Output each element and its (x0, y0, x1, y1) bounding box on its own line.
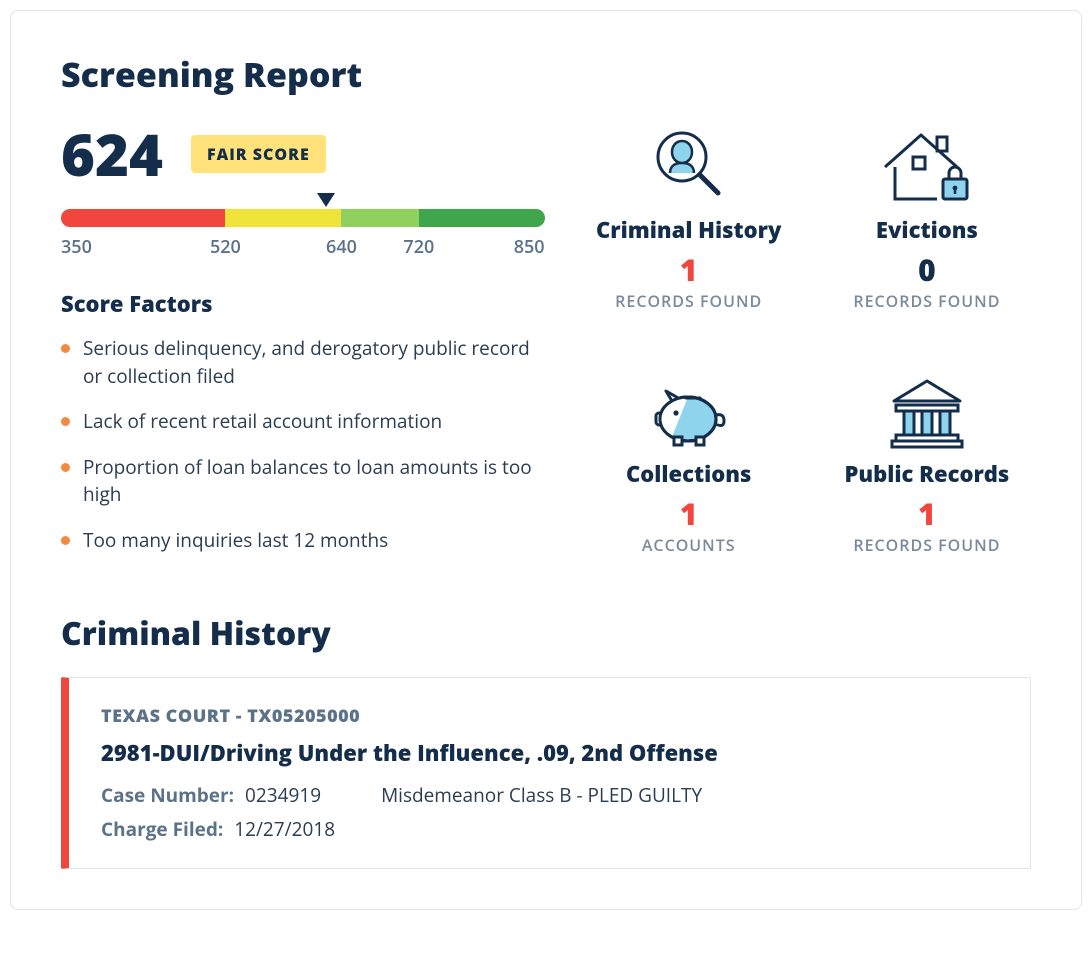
tile-count: 1 (823, 493, 1031, 534)
record-row-2: Charge Filed: 12/27/2018 (101, 816, 998, 842)
score-scale-tick: 720 (399, 235, 439, 259)
score-scale-tick: 850 (505, 235, 545, 259)
top-row: 624 FAIR SCORE 350 520 640 720 850 Score Fac… (61, 125, 1031, 572)
charge-filed-label: Charge Filed: (101, 816, 223, 842)
score-factor-item: Lack of recent retail account informatio… (61, 408, 545, 436)
score-factors-list: Serious delinquency, and derogatory publ… (61, 335, 545, 554)
tile-count: 1 (585, 249, 793, 290)
score-column: 624 FAIR SCORE 350 520 640 720 850 Score Fac… (61, 125, 545, 572)
record-offense: 2981-DUI/Driving Under the Influence, .0… (101, 738, 998, 768)
piggy-bank-icon (585, 369, 793, 449)
score-factor-item: Proportion of loan balances to loan amou… (61, 454, 545, 509)
score-factor-item: Too many inquiries last 12 months (61, 527, 545, 555)
score-value: 624 (61, 125, 163, 183)
tile-evictions: Evictions 0 RECORDS FOUND (823, 125, 1031, 329)
tile-sub: ACCOUNTS (585, 534, 793, 556)
record-classification: Misdemeanor Class B - PLED GUILTY (381, 782, 702, 808)
record-court: TEXAS COURT - TX05205000 (101, 704, 998, 728)
score-scale: 350 520 640 720 850 (61, 193, 545, 259)
tile-public-records: Public Records 1 RECORDS FOUND (823, 369, 1031, 573)
page-title: Screening Report (61, 51, 1031, 97)
score-scale-tick: 520 (205, 235, 245, 259)
score-scale-segment (419, 209, 545, 227)
criminal-record-card: TEXAS COURT - TX05205000 2981-DUI/Drivin… (61, 677, 1031, 869)
tile-criminal-history: Criminal History 1 RECORDS FOUND (585, 125, 793, 329)
score-scale-segment (61, 209, 225, 227)
score-factor-item: Serious delinquency, and derogatory publ… (61, 335, 545, 390)
score-header: 624 FAIR SCORE (61, 125, 545, 183)
record-row-1: Case Number: 0234919 Misdemeanor Class B… (101, 782, 998, 808)
score-scale-bar (61, 209, 545, 227)
tile-count: 1 (585, 493, 793, 534)
house-lock-icon (823, 125, 1031, 205)
score-factors-title: Score Factors (61, 289, 545, 319)
score-scale-labels: 350 520 640 720 850 (61, 235, 545, 259)
courthouse-icon (823, 369, 1031, 449)
summary-tiles: Criminal History 1 RECORDS FOUND (585, 125, 1031, 572)
case-number-label: Case Number: (101, 782, 234, 808)
person-magnify-icon (585, 125, 793, 205)
tile-collections: Collections 1 ACCOUNTS (585, 369, 793, 573)
tile-title: Public Records (823, 459, 1031, 489)
case-number-value: 0234919 (245, 782, 321, 808)
tile-sub: RECORDS FOUND (585, 290, 793, 312)
tile-count: 0 (823, 249, 1031, 290)
tile-title: Evictions (823, 215, 1031, 245)
criminal-history-heading: Criminal History (61, 612, 1031, 655)
tile-sub: RECORDS FOUND (823, 290, 1031, 312)
report-card: Screening Report 624 FAIR SCORE 350 520 64… (10, 10, 1082, 910)
score-marker-row (61, 193, 545, 209)
tile-title: Collections (585, 459, 793, 489)
score-badge: FAIR SCORE (191, 135, 326, 173)
score-scale-tick: 640 (321, 235, 361, 259)
record-case-number: Case Number: 0234919 (101, 782, 321, 808)
charge-filed-value: 12/27/2018 (234, 816, 335, 842)
score-marker-icon (317, 193, 335, 207)
score-scale-segment (341, 209, 418, 227)
tile-title: Criminal History (585, 215, 793, 245)
score-scale-tick: 350 (61, 235, 101, 259)
tile-sub: RECORDS FOUND (823, 534, 1031, 556)
score-scale-segment (225, 209, 341, 227)
